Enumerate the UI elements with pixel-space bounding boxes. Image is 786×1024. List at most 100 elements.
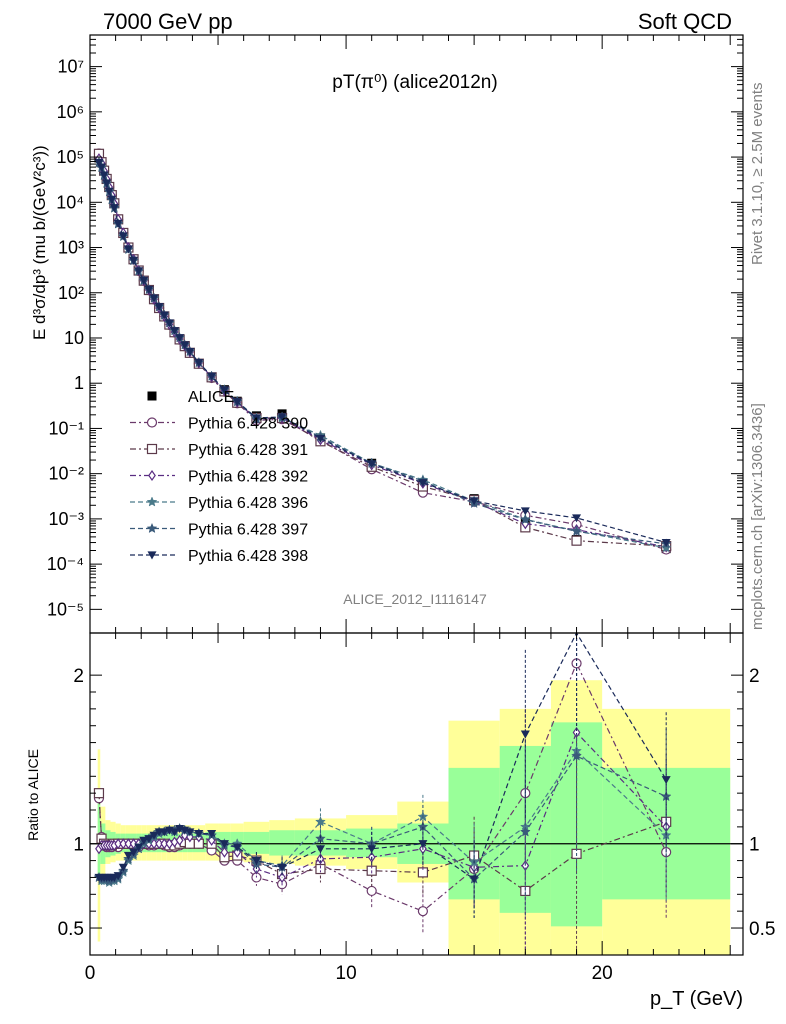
data-point xyxy=(164,319,174,328)
legend-label: Pythia 6.428 392 xyxy=(188,469,308,486)
legend: ALICE Pythia 6.428 390 Pythia 6.428 391 Pyt… xyxy=(130,389,308,565)
legend-marker xyxy=(147,391,157,401)
ratio-point xyxy=(519,826,531,837)
legend-label: Pythia 6.428 397 xyxy=(188,522,308,539)
ratio-y-axis-label: Ratio to ALICE xyxy=(25,749,41,841)
legend-marker xyxy=(146,417,158,428)
legend-entry: Pythia 6.428 397 xyxy=(130,522,308,539)
ratio-point xyxy=(144,835,154,844)
data-point xyxy=(207,372,217,381)
data-point xyxy=(159,311,169,320)
data-point xyxy=(104,187,114,196)
ratio-point xyxy=(129,838,138,850)
main-plot-series xyxy=(93,148,672,555)
ratio-point xyxy=(367,845,377,854)
rivet-label: Rivet 3.1.10, ≥ 2.5M events xyxy=(749,83,766,266)
legend-label: Pythia 6.428 391 xyxy=(188,442,308,459)
ratio-point xyxy=(160,838,169,850)
data-point xyxy=(113,219,123,228)
y-tick-label: 10⁷ xyxy=(57,57,84,77)
data-point xyxy=(519,514,531,525)
ratio-uncertainty-bands xyxy=(90,680,743,955)
y-tick-label: 1 xyxy=(74,373,84,393)
y-tick-label: 10⁻⁴ xyxy=(47,554,84,574)
data-point xyxy=(194,359,204,368)
y-tick-label: 10⁵ xyxy=(57,147,84,167)
ratio-point xyxy=(123,851,133,861)
ratio-point xyxy=(219,840,229,849)
legend-marker xyxy=(146,496,158,507)
legend-entry: Pythia 6.428 390 xyxy=(130,416,308,433)
series-392 xyxy=(95,153,671,553)
data-point xyxy=(107,195,117,204)
series-line xyxy=(98,153,667,551)
series-alice xyxy=(94,153,671,554)
ratio-point xyxy=(315,845,325,854)
data-point xyxy=(219,386,229,395)
ratio-point xyxy=(175,834,184,846)
legend-marker xyxy=(147,551,157,560)
y-tick-label: 10⁻⁵ xyxy=(47,599,84,619)
data-point xyxy=(118,232,128,241)
ratio-point xyxy=(185,828,195,837)
legend-label: Pythia 6.428 396 xyxy=(188,495,308,512)
mcplots-label: mcplots.cern.ch [arXiv:1306.3436] xyxy=(749,403,766,630)
data-point xyxy=(170,327,180,336)
ratio-point xyxy=(155,838,164,850)
data-point xyxy=(102,179,112,188)
data-point xyxy=(154,303,164,312)
data-point xyxy=(660,542,672,553)
ratio-y-tick-label-right: 0.5 xyxy=(749,919,775,940)
ratio-point xyxy=(220,846,229,858)
plot-title: pT(π⁰) (alice2012n) xyxy=(332,72,497,93)
ratio-line xyxy=(98,755,667,882)
ratio-y-tick-label-right: 2 xyxy=(749,666,760,687)
x-tick-label: 10 xyxy=(336,963,357,984)
data-point xyxy=(109,204,119,213)
data-point xyxy=(367,460,377,469)
legend-marker xyxy=(148,469,156,482)
x-axis-label: p_T (GeV) xyxy=(650,988,743,1010)
legend-entry: Pythia 6.428 396 xyxy=(130,495,308,512)
x-tick-label: 20 xyxy=(592,963,613,984)
ratio-point xyxy=(232,843,242,852)
ratio-point xyxy=(418,840,428,849)
ratio-point xyxy=(520,730,530,739)
data-point xyxy=(149,294,159,303)
data-point xyxy=(175,334,185,343)
x-tick-label: 0 xyxy=(85,963,96,984)
legend-marker xyxy=(146,522,158,534)
ratio-plot-series xyxy=(93,631,672,955)
ratio-point xyxy=(194,830,204,839)
ratio-y-tick-label: 0.5 xyxy=(58,919,84,940)
ratio-point xyxy=(149,831,159,840)
ratio-point xyxy=(124,838,133,850)
legend-entry: ALICE xyxy=(147,389,234,406)
header-right: Soft QCD xyxy=(638,9,732,34)
data-point xyxy=(232,398,242,407)
ratio-point xyxy=(315,816,326,827)
ratio-point xyxy=(207,830,217,839)
y-tick-label: 10² xyxy=(58,283,84,303)
series-391 xyxy=(93,148,672,552)
ratio-point xyxy=(139,836,149,845)
data-point xyxy=(315,434,325,443)
ratio-y-tick-label: 2 xyxy=(73,666,84,687)
data-point xyxy=(139,276,149,285)
green-band-segment xyxy=(269,830,295,856)
ratio-point xyxy=(113,872,123,881)
y-axis-label: E d³σ/dp³ (mu b/(GeV²c³)) xyxy=(30,145,49,340)
legend-marker xyxy=(146,443,158,455)
data-point xyxy=(123,245,133,254)
ratio-point xyxy=(277,863,287,872)
ratio-y-tick-label: 1 xyxy=(73,835,84,856)
ratio-point xyxy=(661,776,671,785)
series-line xyxy=(98,158,667,548)
y-tick-label: 10⁶ xyxy=(57,102,84,122)
legend-entry: Pythia 6.428 392 xyxy=(130,469,308,486)
y-tick-label: 10⁻³ xyxy=(48,509,84,529)
data-point xyxy=(661,538,671,548)
ratio-y-tick-label-right: 1 xyxy=(749,835,760,856)
ratio-point xyxy=(316,853,325,865)
